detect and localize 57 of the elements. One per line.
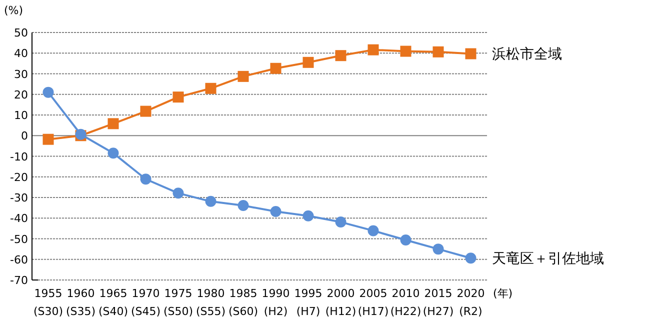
x-tick-label: 2000 (H12) bbox=[325, 287, 356, 318]
y-tick-label: -50 bbox=[10, 232, 28, 246]
y-tick-label: -70 bbox=[10, 274, 28, 287]
y-tick-label: -40 bbox=[10, 212, 28, 226]
y-tick-label: 50 bbox=[14, 26, 28, 40]
point bbox=[465, 252, 476, 264]
x-tick-label: 1975 (S50) bbox=[163, 287, 194, 318]
point bbox=[302, 210, 314, 222]
point bbox=[42, 86, 54, 98]
point bbox=[400, 46, 412, 57]
y-tick-label: 30 bbox=[14, 68, 28, 81]
point bbox=[205, 196, 216, 207]
point bbox=[270, 206, 282, 218]
point bbox=[172, 92, 184, 103]
point bbox=[368, 225, 379, 236]
point bbox=[335, 50, 346, 62]
x-tick-label: 1965 (S40) bbox=[98, 287, 128, 318]
point bbox=[432, 244, 444, 255]
y-tick-label: -10 bbox=[10, 150, 28, 164]
point bbox=[238, 70, 249, 82]
series-label: 浜松市全域 bbox=[492, 46, 562, 63]
point bbox=[205, 82, 216, 94]
point bbox=[140, 106, 152, 117]
y-tick-label: 40 bbox=[14, 47, 28, 60]
x-tick-label: 1955 (S30) bbox=[33, 287, 64, 318]
x-tick-label: 2015 (H27) bbox=[422, 287, 454, 318]
x-tick-label: 1985 (S60) bbox=[228, 287, 258, 318]
y-tick-label: -20 bbox=[10, 170, 28, 184]
x-tick-label: 1960 (S35) bbox=[66, 287, 96, 318]
point bbox=[238, 200, 249, 212]
y-tick-label: 0 bbox=[21, 130, 28, 143]
point bbox=[335, 216, 346, 228]
x-tick-label: 1970 (S45) bbox=[130, 287, 161, 318]
y-tick-label: 10 bbox=[14, 109, 28, 122]
y-axis-title: (%) bbox=[4, 4, 24, 17]
point bbox=[108, 118, 119, 130]
y-tick-label: -60 bbox=[10, 253, 28, 266]
point bbox=[140, 174, 152, 185]
x-tick-label: 2005 (H17) bbox=[358, 287, 389, 318]
x-tick-label: 1980 (S55) bbox=[196, 287, 226, 318]
x-tick-label: 2010 (H22) bbox=[390, 287, 422, 318]
point bbox=[270, 62, 282, 74]
point bbox=[432, 46, 444, 58]
point bbox=[172, 188, 184, 199]
series-label: 天竜区＋引佐地域 bbox=[492, 251, 604, 268]
point bbox=[42, 134, 54, 145]
point bbox=[368, 44, 379, 56]
x-tick-label: 1995 (H7) bbox=[294, 287, 322, 318]
y-tick-label: 20 bbox=[14, 88, 28, 102]
y-tick-label: -30 bbox=[10, 192, 28, 204]
x-axis-title: (年) bbox=[493, 287, 513, 300]
point bbox=[400, 234, 412, 246]
point bbox=[108, 148, 119, 159]
point bbox=[465, 48, 476, 60]
point bbox=[302, 56, 314, 68]
x-tick-label: 1990 (H2) bbox=[262, 287, 290, 318]
x-tick-label: 2020 (R2) bbox=[456, 287, 485, 318]
